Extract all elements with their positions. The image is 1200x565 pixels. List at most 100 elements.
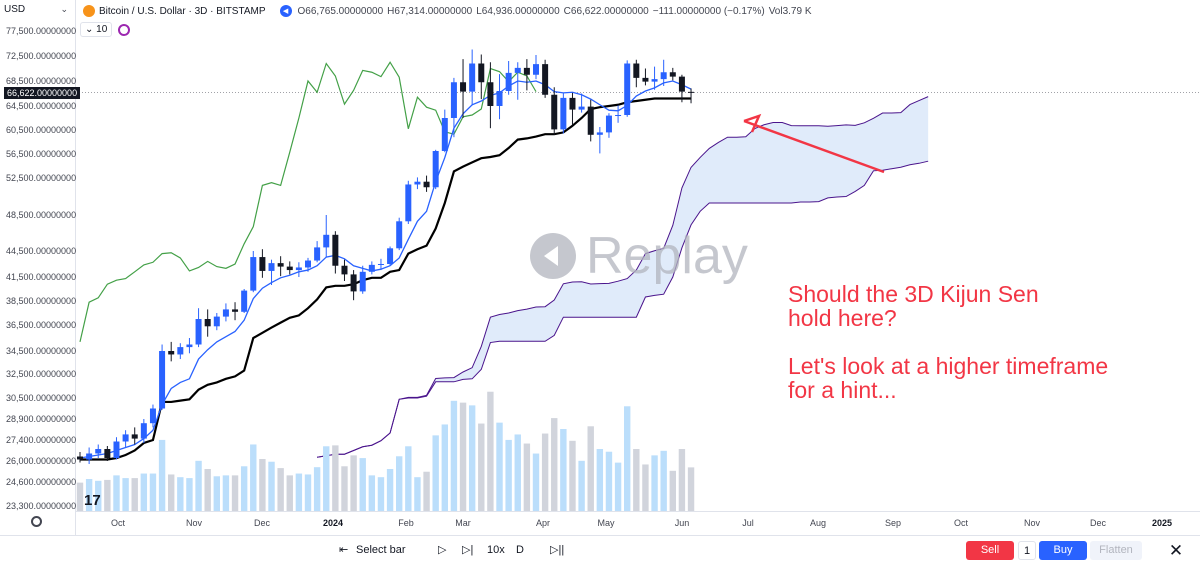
candle-body xyxy=(469,63,476,92)
candle-body xyxy=(149,408,156,424)
candle-body xyxy=(596,132,603,135)
price-tick-label: 24,600.00000000 xyxy=(6,477,77,487)
replay-watermark: Replay xyxy=(530,226,748,286)
candle-body xyxy=(487,82,494,106)
chevron-down-icon: ⌄ xyxy=(60,4,68,14)
volume-bar xyxy=(459,402,467,511)
symbol-title[interactable]: Bitcoin / U.S. Dollar · 3D · BITSTAMP xyxy=(99,5,266,17)
volume-bar xyxy=(614,462,622,511)
volume-bar xyxy=(578,460,585,511)
gear-icon[interactable] xyxy=(31,516,42,527)
volume-bar xyxy=(687,467,695,511)
sell-button[interactable]: Sell xyxy=(966,541,1014,560)
volume-bar xyxy=(605,451,613,511)
indicator-icon[interactable] xyxy=(118,23,131,36)
candle-body xyxy=(642,77,649,82)
chevron-down-icon: ⌄ xyxy=(85,24,97,35)
quantity-field[interactable]: 1 xyxy=(1018,541,1036,560)
flatten-button[interactable]: Flatten xyxy=(1090,541,1142,560)
candle-body xyxy=(387,248,394,264)
volume-bar xyxy=(231,475,239,511)
volume-bar xyxy=(186,478,193,511)
time-axis[interactable]: Oct Nov Dec 2024 Feb Mar Apr May Jun Jul Aug Sep Oct… xyxy=(76,511,1200,536)
candle-body xyxy=(159,351,166,409)
replay-toolbar: ⇤ Select bar ▷ ▷| 10x D ▷|| Sell 1 Buy F… xyxy=(0,535,1200,565)
candle-body xyxy=(633,63,640,78)
current-price-label: 66,622.00000000 xyxy=(4,87,81,99)
time-tick-label: 2025 xyxy=(1151,518,1173,528)
candle-body xyxy=(368,264,375,272)
volume-bar xyxy=(523,443,531,511)
candle-body xyxy=(514,67,521,73)
price-tick-label: 32,500.00000000 xyxy=(6,369,77,379)
chart-canvas[interactable] xyxy=(76,0,1200,511)
volume-bar xyxy=(505,439,512,511)
candle-body xyxy=(213,316,220,327)
candle-body xyxy=(405,184,412,222)
volume-bar xyxy=(76,482,84,511)
indicator-toggle[interactable]: ⌄ 10 xyxy=(80,22,113,37)
buy-button[interactable]: Buy xyxy=(1039,541,1087,560)
volume-bar xyxy=(341,466,348,511)
time-tick-label: Nov xyxy=(185,518,203,528)
volume-bar xyxy=(624,406,631,511)
price-tick-label: 68,500.00000000 xyxy=(6,76,77,86)
candle-body xyxy=(77,456,83,460)
step-forward-icon[interactable]: ▷| xyxy=(462,544,474,556)
play-icon[interactable]: ▷ xyxy=(438,544,447,556)
time-tick-label: Sep xyxy=(884,518,902,528)
candle-body xyxy=(295,267,302,271)
candle-body xyxy=(259,257,266,271)
candle-body xyxy=(286,266,293,271)
candle-body xyxy=(551,94,558,130)
volume-bar xyxy=(313,467,321,511)
currency-select[interactable]: USD ⌄ xyxy=(4,4,70,20)
price-tick-label: 60,500.00000000 xyxy=(6,125,77,135)
candle-body xyxy=(414,181,421,185)
interval-button[interactable]: D xyxy=(516,544,524,556)
candle-body xyxy=(587,106,594,135)
volume-bar xyxy=(396,456,403,511)
annotation-text: Should the 3D Kijun Sen hold here? Let's… xyxy=(788,282,1108,402)
select-bar-button[interactable]: Select bar xyxy=(356,544,406,556)
volume-bar xyxy=(104,479,111,511)
replay-icon[interactable]: ◀ xyxy=(279,5,292,17)
volume-bar xyxy=(651,455,658,511)
indicator-row: ⌄ 10 xyxy=(80,22,131,37)
symbol-legend: Bitcoin / U.S. Dollar · 3D · BITSTAMP ◀ … xyxy=(83,3,816,19)
volume-bar xyxy=(95,480,102,511)
candle-body xyxy=(277,263,284,267)
speed-button[interactable]: 10x xyxy=(487,544,505,556)
select-bar-icon[interactable]: ⇤ xyxy=(339,544,349,556)
volume-bar xyxy=(377,477,385,511)
volume-bar xyxy=(359,458,366,511)
volume-bar xyxy=(113,475,120,511)
time-tick-label: Oct xyxy=(953,518,969,528)
candle-body xyxy=(678,76,685,92)
candle-body xyxy=(624,63,631,115)
price-tick-label: 56,500.00000000 xyxy=(6,149,77,159)
jump-to-realtime-icon[interactable]: ▷|| xyxy=(550,544,565,556)
volume-bar xyxy=(487,391,494,511)
price-tick-label: 26,000.00000000 xyxy=(6,456,77,466)
time-tick-label: Dec xyxy=(253,518,271,528)
time-tick-label: Aug xyxy=(809,518,827,528)
candle-body xyxy=(359,271,366,292)
time-tick-label: Mar xyxy=(455,518,471,528)
price-axis[interactable]: USD ⌄ 77,500.00000000 72,500.00000000 68,5… xyxy=(0,0,76,535)
price-tick-label: 23,300.00000000 xyxy=(6,501,77,511)
volume-bar xyxy=(642,464,649,511)
ohlc-change: −111.00000000 (−0.17%) xyxy=(652,5,765,17)
volume-bar xyxy=(414,477,421,511)
volume-bar xyxy=(468,405,476,511)
candle-body xyxy=(496,91,503,106)
close-icon[interactable]: ✕ xyxy=(1168,541,1184,560)
candle-body xyxy=(605,115,612,133)
volume-bar xyxy=(368,475,376,511)
ohlc-open: O66,765.00000000 xyxy=(297,5,384,17)
volume-bar xyxy=(268,461,275,511)
time-tick-label: May xyxy=(597,518,615,528)
price-tick-label: 52,500.00000000 xyxy=(6,173,77,183)
price-tick-label: 36,500.00000000 xyxy=(6,320,77,330)
candle-body xyxy=(688,91,695,93)
